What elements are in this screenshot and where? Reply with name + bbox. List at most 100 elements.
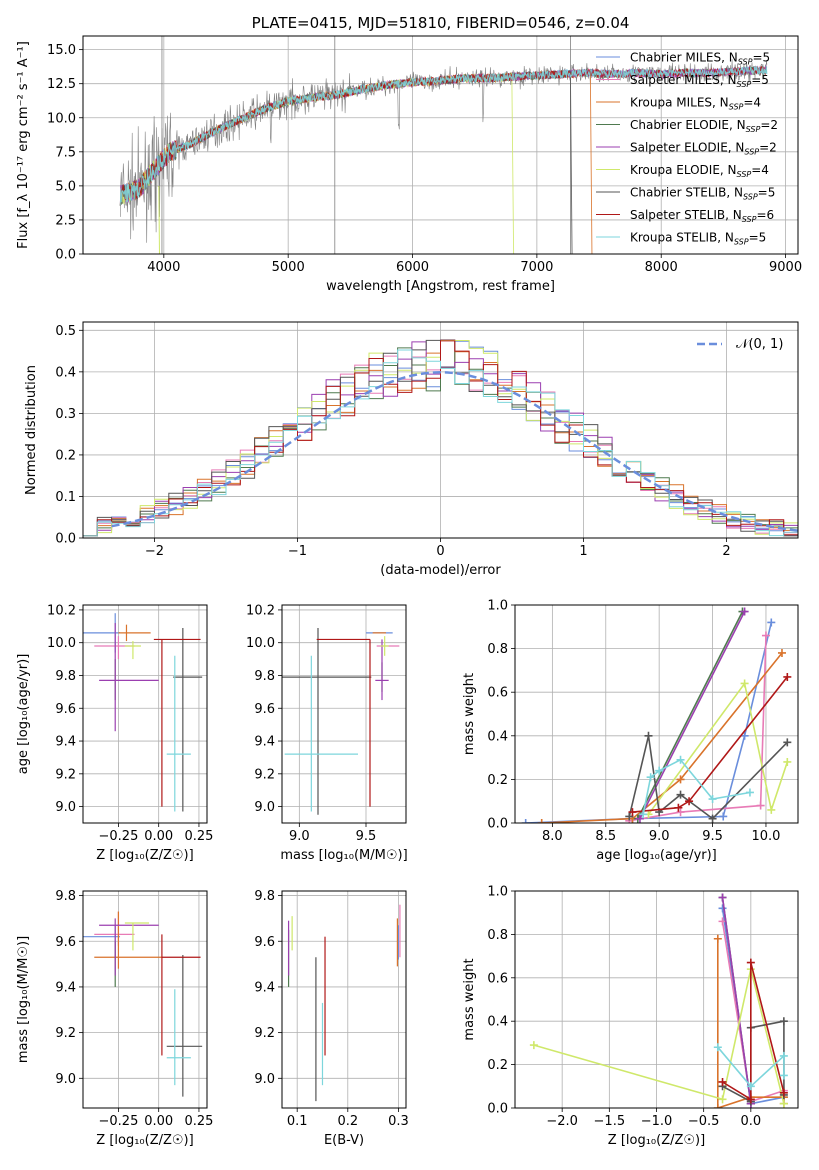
tick-label-y: 10.0 — [246, 636, 275, 651]
series-marker — [625, 812, 634, 821]
tick-label-y: 1.0 — [487, 885, 508, 900]
tick-label-y: 9.4 — [254, 735, 275, 750]
series-marker — [745, 788, 754, 797]
axes-frame — [82, 321, 799, 539]
tick-label-y: 0.1 — [55, 490, 76, 505]
tick-label-x: 5000 — [272, 260, 305, 275]
tick-label-y: 9.8 — [55, 669, 76, 684]
tick-label-y: 0.8 — [487, 642, 508, 657]
tick-label-y: 9.2 — [55, 1026, 76, 1041]
tick-label-x: 8.5 — [595, 829, 616, 844]
grid — [83, 605, 207, 823]
model-line — [119, 69, 593, 254]
tick-label-y: 9.2 — [254, 767, 275, 782]
errorbar-point — [375, 639, 389, 701]
series-marker — [740, 607, 749, 616]
series-marker — [676, 790, 685, 799]
tick-label-x: 1 — [579, 544, 587, 559]
weight-vs-age-panel: 8.0 8.5 9.0 9.5 10.0 0.0 0.2 0.4 0.6 0.8 1.0 age [l… — [462, 599, 799, 863]
tick-label-x: −0.25 — [99, 829, 139, 844]
tick-label-y: 0.0 — [55, 532, 76, 547]
series-line — [647, 681, 789, 815]
axes-frame — [281, 604, 407, 824]
series-marker — [746, 1082, 755, 1091]
tick-label-y: 9.6 — [55, 702, 76, 717]
histogram-series — [83, 340, 798, 537]
series-marker — [719, 812, 728, 821]
series-marker — [756, 801, 765, 810]
tick-label-y: 5.0 — [55, 179, 76, 194]
legend-entry: Chabrier ELODIE, NSSP=2 — [630, 118, 778, 134]
weight-series — [639, 755, 754, 819]
tick-label-y: 10.0 — [47, 636, 76, 651]
tick-label-y: 9.6 — [55, 935, 76, 950]
series-line — [642, 758, 751, 815]
errorbar-point — [124, 922, 150, 951]
legend-entry: Chabrier STELIB, NSSP=5 — [630, 186, 775, 202]
series-marker — [685, 797, 694, 806]
tick-label-y: 9.2 — [55, 767, 76, 782]
axis-label-y: Flux [f_λ 10⁻¹⁷ erg cm⁻² s⁻¹ A⁻¹] — [16, 41, 31, 249]
errorbar-point — [94, 911, 135, 946]
tick-label-x: 9.0 — [289, 829, 310, 844]
mass-vs-EBV-panel: 0.1 0.2 0.3 9.0 9.2 9.4 9.6 9.8 E(B-V) — [254, 889, 408, 1148]
legend-entry: Kroupa MILES, NSSP=4 — [630, 96, 761, 112]
tick-label-y: 2.5 — [55, 213, 76, 228]
tick-label-y: 0.0 — [487, 1102, 508, 1117]
grid — [515, 890, 798, 1109]
errorbar-point — [94, 636, 135, 660]
axis-label-x: age [log₁₀(age/yr)] — [596, 848, 717, 863]
tick-label-y: 1.0 — [487, 599, 508, 614]
tick-label-y: 15.0 — [47, 43, 76, 58]
tick-label-y: 9.4 — [55, 980, 76, 995]
errorbar-point — [282, 627, 372, 815]
tick-label-x: 0.25 — [184, 1114, 213, 1129]
series-marker — [676, 808, 685, 817]
tick-label-x: −2.0 — [546, 1114, 578, 1129]
tick-label-y: 10.2 — [47, 603, 76, 618]
model-dropoff — [158, 185, 160, 254]
errorbar-point — [316, 638, 371, 807]
errorbar-point — [284, 655, 358, 812]
mass-vs-EBV-plot — [287, 904, 401, 1102]
axes-frame — [281, 890, 407, 1109]
series-marker — [783, 738, 792, 747]
weight-series — [625, 731, 792, 823]
series-marker — [767, 805, 776, 814]
series-marker — [718, 904, 727, 913]
weight-series — [713, 1043, 788, 1091]
chart-title: PLATE=0415, MJD=51810, FIBERID=0546, z=0… — [252, 14, 630, 32]
residuals-panel: −2 −1 0 1 2 0.0 0.1 0.2 0.3 0.4 0.5 (data-model)/er… — [24, 321, 799, 578]
axes-frame — [514, 890, 799, 1109]
axis-label-x: Z [log₁₀(Z/Z☉)] — [96, 848, 193, 863]
series-line — [721, 897, 752, 1104]
series-marker — [635, 814, 644, 823]
errorbar-point — [118, 624, 151, 642]
weight-series — [718, 958, 788, 1104]
axes-frame — [82, 890, 208, 1109]
axis-label-y: age [log₁₀(age/yr)] — [16, 654, 31, 775]
tick-label-y: 9.4 — [254, 980, 275, 995]
axis-label-y: mass weight — [462, 673, 477, 755]
tick-label-y: 9.8 — [254, 669, 275, 684]
tick-label-x: −0.25 — [99, 1114, 139, 1129]
spectrum-plot — [119, 36, 768, 254]
tick-label-x: 8.0 — [542, 829, 563, 844]
series-line — [637, 611, 744, 819]
tick-label-x: 0 — [436, 544, 444, 559]
series-line — [525, 622, 773, 823]
tick-label-y: 7.5 — [55, 145, 76, 160]
axes-frame — [82, 35, 799, 255]
spectrum-panel: 4000 5000 6000 7000 8000 9000 0.0 2.5 5.0 7.5 10.0… — [16, 14, 802, 294]
tick-label-x: 9000 — [769, 260, 802, 275]
errorbar-point — [83, 925, 121, 960]
weight-series — [625, 631, 770, 823]
tick-label-x: 9.5 — [356, 829, 377, 844]
series-marker — [779, 1051, 788, 1060]
weight-series — [628, 672, 792, 817]
errorbar-point — [153, 638, 201, 807]
tick-label-x: 0.25 — [184, 829, 213, 844]
spectrum-legend: Chabrier MILES, NSSP=5 Salpeter MILES, NS… — [596, 51, 778, 247]
errorbar-point — [94, 911, 162, 969]
